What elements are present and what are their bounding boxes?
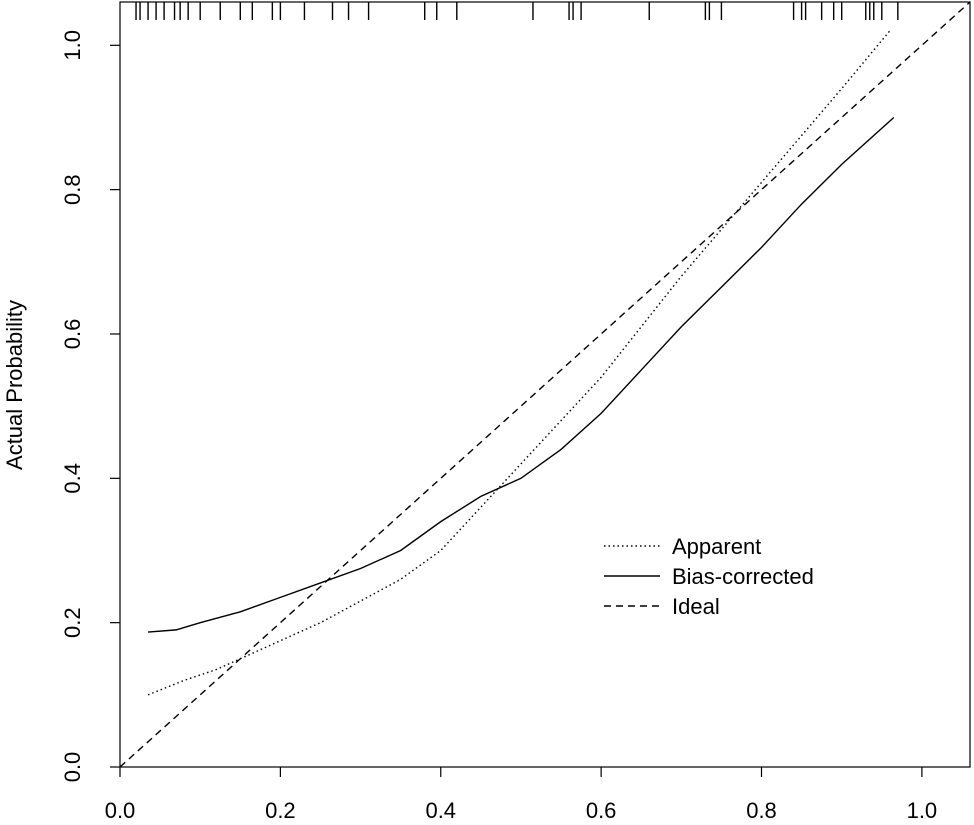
- legend-label: Ideal: [672, 594, 720, 619]
- x-tick-label: 0.6: [586, 798, 617, 823]
- x-tick-label: 0.8: [746, 798, 777, 823]
- legend: Apparent Bias-corrected Ideal: [604, 534, 814, 619]
- series-line-apparent: [147, 30, 891, 696]
- y-tick-label: 0.6: [60, 319, 85, 350]
- series-line-bias-corrected: [148, 116, 895, 633]
- series-line-ideal: [119, 1, 971, 768]
- y-axis: 0.0 0.2 0.4 0.6 0.8 1.0: [60, 30, 120, 782]
- x-tick-label: 0.0: [105, 798, 136, 823]
- legend-label: Apparent: [672, 534, 761, 559]
- plot-frame: [119, 1, 971, 768]
- x-tick-label: 0.4: [425, 798, 456, 823]
- y-tick-label: 0.0: [60, 752, 85, 783]
- x-tick-label: 1.0: [907, 798, 938, 823]
- y-tick-label: 0.4: [60, 463, 85, 494]
- x-tick-label: 0.2: [265, 798, 296, 823]
- legend-label: Bias-corrected: [672, 564, 814, 589]
- x-axis: 0.0 0.2 0.4 0.6 0.8 1.0: [105, 767, 937, 823]
- y-tick-label: 1.0: [60, 30, 85, 61]
- y-axis-label: Actual Probability: [2, 300, 27, 470]
- y-tick-label: 0.8: [60, 174, 85, 205]
- series-lines: [119, 1, 971, 768]
- y-tick-label: 0.2: [60, 607, 85, 638]
- rug-marks: [135, 2, 899, 20]
